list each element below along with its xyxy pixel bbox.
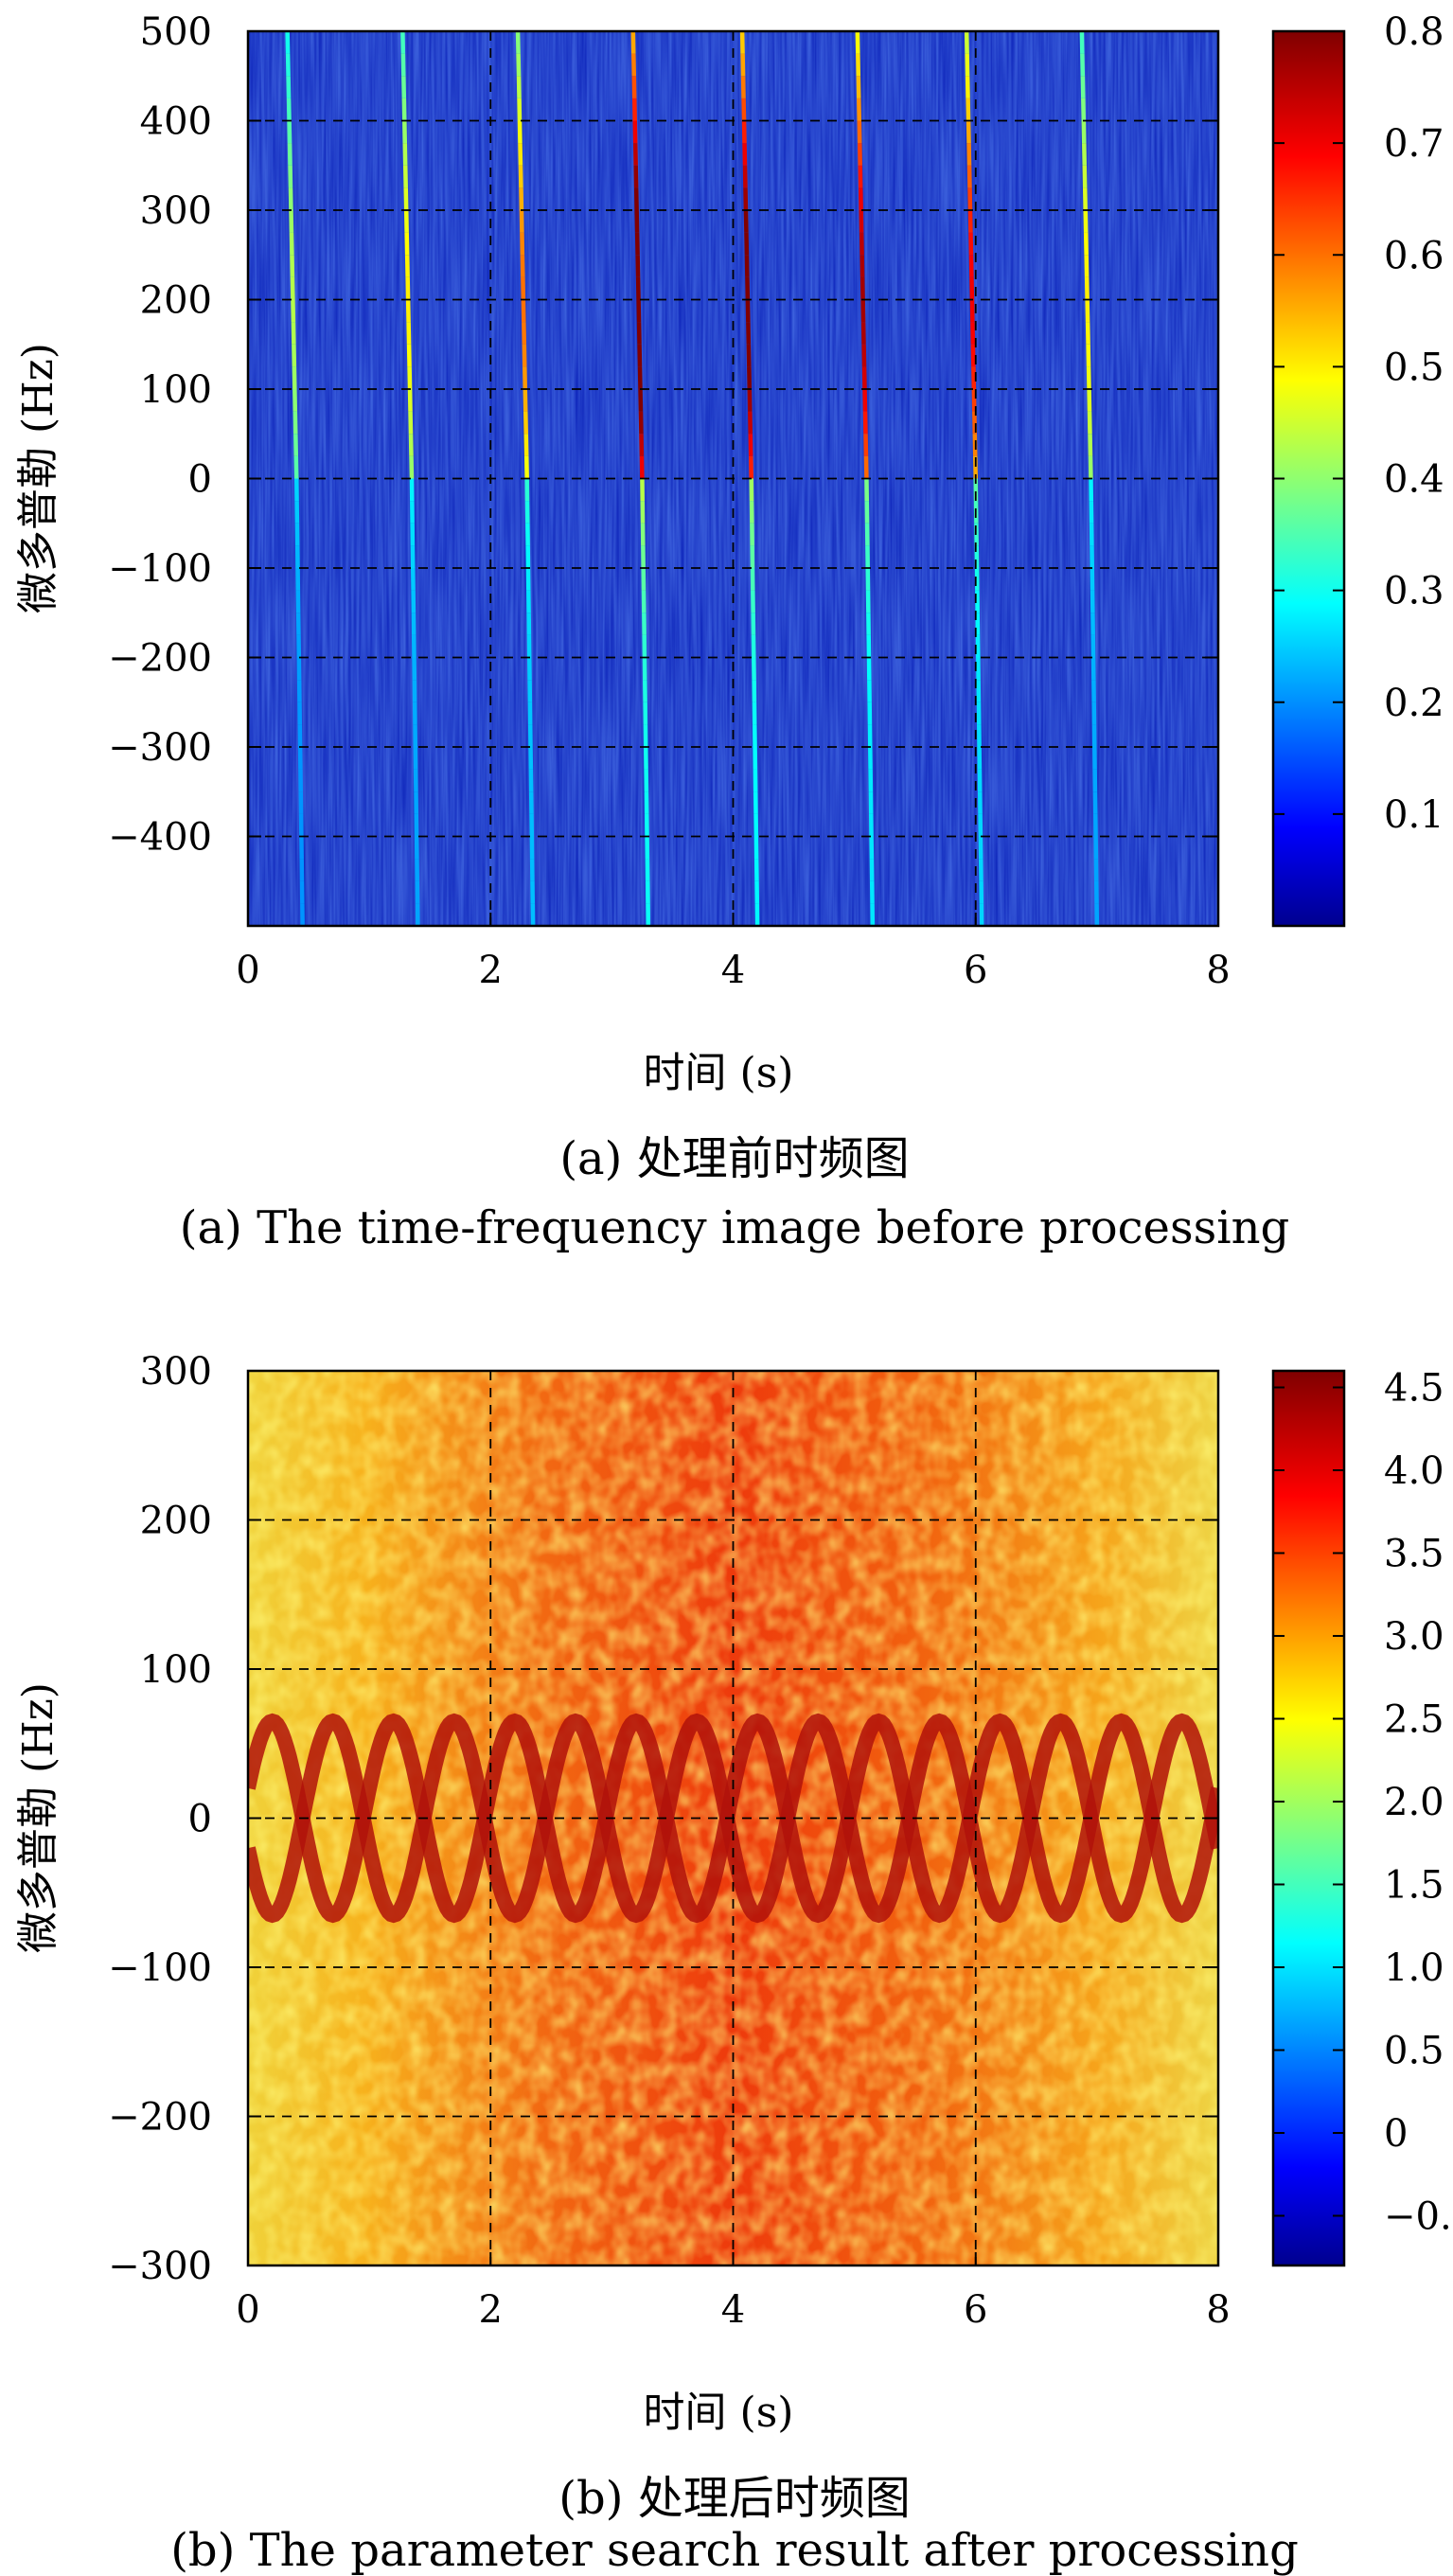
x-tick-label: 8 bbox=[1206, 2288, 1230, 2332]
colorbar-tick-label: 0.3 bbox=[1384, 570, 1444, 613]
chart-a: 500 400 300 200 100 0 −100 −200 −300 −400 0 2 4 6 8 时… bbox=[14, 10, 1444, 1254]
colorbar-tick-label: 4.5 bbox=[1384, 1367, 1444, 1411]
colorbar-tick-label: 4.0 bbox=[1384, 1449, 1444, 1493]
plot-a-grid bbox=[248, 31, 1218, 926]
plot-b-xticks: 0 2 4 6 8 bbox=[236, 2252, 1231, 2332]
caption-a-en: (a) The time-frequency image before proc… bbox=[180, 1201, 1289, 1254]
y-tick-label: −300 bbox=[108, 2245, 212, 2288]
x-tick-label: 4 bbox=[721, 949, 745, 992]
plot-b-ylabel: 微多普勒 (Hz) bbox=[14, 1682, 62, 1953]
colorbar-tick-label: 3.0 bbox=[1384, 1615, 1444, 1659]
y-tick-label: 0 bbox=[188, 458, 212, 502]
caption-a-cn: (a) 处理前时频图 bbox=[559, 1132, 909, 1185]
y-tick-label: −200 bbox=[108, 2096, 212, 2140]
caption-b-en: (b) The parameter search result after pr… bbox=[170, 2524, 1299, 2576]
colorbar-tick-label: 0.6 bbox=[1384, 234, 1444, 277]
y-tick-label: 100 bbox=[140, 368, 212, 412]
x-tick-label: 4 bbox=[721, 2288, 745, 2332]
colorbar-tick-label: 2.0 bbox=[1384, 1781, 1444, 1824]
y-tick-label: −300 bbox=[108, 726, 212, 770]
y-tick-label: 300 bbox=[140, 189, 212, 233]
colorbar-tick-label: 0.5 bbox=[1384, 346, 1444, 389]
y-tick-label: 0 bbox=[188, 1798, 212, 1841]
y-tick-label: 100 bbox=[140, 1648, 212, 1692]
plot-a-xticks: 0 2 4 6 8 bbox=[236, 913, 1231, 992]
colorbar-b-ticks: 4.5 4.0 3.5 3.0 2.5 2.0 1.5 1.0 0.5 0 −0.5 bbox=[1273, 1367, 1453, 2239]
y-tick-label: 200 bbox=[140, 279, 212, 323]
y-tick-label: −200 bbox=[108, 637, 212, 681]
colorbar-tick-label: 1.0 bbox=[1384, 1946, 1444, 1990]
colorbar-tick-label: 0.1 bbox=[1384, 793, 1444, 837]
colorbar-tick-label: 2.5 bbox=[1384, 1698, 1444, 1742]
y-tick-label: −100 bbox=[108, 547, 212, 591]
y-tick-label: 400 bbox=[140, 100, 212, 144]
x-tick-label: 0 bbox=[236, 949, 259, 992]
colorbar-tick-label: 0.4 bbox=[1384, 458, 1444, 502]
plot-a-flashes bbox=[285, 31, 1100, 926]
colorbar-tick-label: −0.5 bbox=[1384, 2195, 1453, 2239]
colorbar-tick-label: 0 bbox=[1384, 2112, 1408, 2156]
colorbar-b bbox=[1271, 1369, 1346, 2267]
x-tick-label: 2 bbox=[479, 2288, 503, 2332]
colorbar-tick-label: 0.2 bbox=[1384, 682, 1444, 725]
plot-a-xlabel: 时间 (s) bbox=[644, 1049, 794, 1097]
colorbar-tick-label: 3.5 bbox=[1384, 1533, 1444, 1576]
colorbar-tick-label: 0.7 bbox=[1384, 122, 1444, 166]
y-tick-label: −400 bbox=[108, 816, 212, 860]
x-tick-label: 2 bbox=[479, 949, 503, 992]
colorbar-tick-label: 0.8 bbox=[1384, 10, 1444, 54]
y-tick-label: 500 bbox=[140, 10, 212, 54]
x-tick-label: 6 bbox=[964, 2288, 987, 2332]
plot-a-yticks: 500 400 300 200 100 0 −100 −200 −300 −400 bbox=[108, 10, 1218, 860]
x-tick-label: 6 bbox=[964, 949, 987, 992]
plot-b-yticks: 300 200 100 0 −100 −200 −300 bbox=[108, 1350, 1218, 2288]
colorbar-a bbox=[1271, 29, 1346, 928]
y-tick-label: −100 bbox=[108, 1946, 212, 1990]
x-tick-label: 0 bbox=[236, 2288, 259, 2332]
colorbar-tick-label: 0.5 bbox=[1384, 2030, 1444, 2073]
y-tick-label: 300 bbox=[140, 1350, 212, 1394]
colorbar-tick-label: 1.5 bbox=[1384, 1864, 1444, 1908]
caption-b-cn: (b) 处理后时频图 bbox=[558, 2472, 910, 2525]
plot-b-xlabel: 时间 (s) bbox=[644, 2389, 794, 2437]
chart-b: 300 200 100 0 −100 −200 −300 0 2 4 6 8 时间 (s) 微多普勒… bbox=[14, 1350, 1453, 2576]
plot-a-ylabel: 微多普勒 (Hz) bbox=[14, 343, 62, 613]
colorbar-a-ticks: 0.8 0.7 0.6 0.5 0.4 0.3 0.2 0.1 bbox=[1273, 10, 1444, 837]
y-tick-label: 200 bbox=[140, 1500, 212, 1543]
x-tick-label: 8 bbox=[1206, 949, 1230, 992]
plot-b-grid bbox=[248, 1371, 1218, 2265]
